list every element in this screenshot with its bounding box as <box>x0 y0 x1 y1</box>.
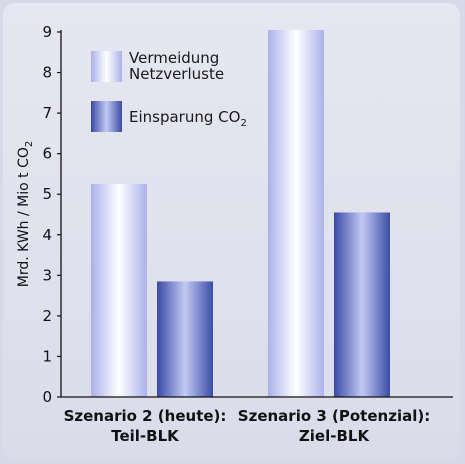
y-tick-label: 4 <box>42 226 52 244</box>
bar-einsparung-2 <box>334 212 390 397</box>
y-axis-label-main: Mrd. KWh / Mio t CO <box>16 147 32 287</box>
bar-vermeidung-1 <box>91 184 147 397</box>
legend: Vermeidung Netzverluste Einsparung CO2 <box>91 49 247 132</box>
legend-label-einsparung: Einsparung CO2 <box>129 108 247 129</box>
bars <box>91 29 390 397</box>
category-label-2: Szenario 3 (Potenzial): <box>238 407 430 425</box>
legend-label-vermeidung-2: Netzverluste <box>129 65 224 83</box>
legend-swatch-vermeidung <box>91 51 122 82</box>
bar-einsparung-1 <box>157 281 213 397</box>
legend-label-vermeidung-line-1: Vermeidung <box>129 49 219 67</box>
y-tick-label: 3 <box>42 266 52 284</box>
bar-vermeidung-2 <box>268 29 324 397</box>
legend-label-vermeidung: Vermeidung <box>129 49 219 67</box>
y-tick-label: 7 <box>42 104 52 122</box>
category-label-1: Szenario 2 (heute): <box>64 407 227 425</box>
category-label-2b: Ziel-BLK <box>299 427 371 445</box>
legend-label-einsparung-main: Einsparung CO <box>129 108 240 126</box>
legend-label-einsparung-subscript: 2 <box>240 118 246 129</box>
category-label-1b: Teil-BLK <box>111 427 180 445</box>
y-tick-label: 6 <box>42 145 52 163</box>
y-axis-label-subscript: 2 <box>24 141 35 147</box>
y-axis-label: Mrd. KWh / Mio t CO2 <box>16 141 35 287</box>
y-tick-label: 8 <box>42 64 52 82</box>
legend-swatch-einsparung <box>91 101 122 132</box>
y-tick-label: 2 <box>42 307 52 325</box>
y-tick-label: 5 <box>42 185 52 203</box>
category-label-2-line-2: Ziel-BLK <box>299 427 371 445</box>
category-label-1-line-1: Szenario 2 (heute): <box>64 407 227 425</box>
category-label-1-line-2: Teil-BLK <box>111 427 180 445</box>
y-axis-ticks: 0 1 2 3 4 5 6 7 8 9 <box>42 23 61 406</box>
y-tick-label: 1 <box>42 347 52 365</box>
category-label-2-line-1: Szenario 3 (Potenzial): <box>238 407 430 425</box>
y-tick-label: 0 <box>42 388 52 406</box>
y-tick-label: 9 <box>42 23 52 41</box>
legend-label-vermeidung-line-2: Netzverluste <box>129 65 224 83</box>
